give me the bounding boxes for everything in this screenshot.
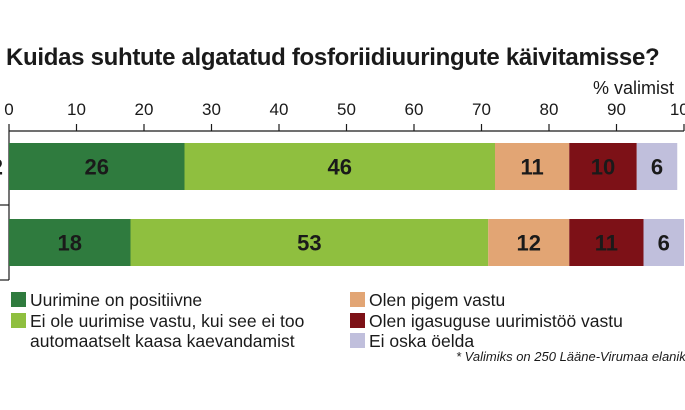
bar-value-label: 6 (658, 231, 670, 256)
bar-segment (488, 219, 570, 266)
x-tick-label: 80 (540, 100, 559, 119)
x-axis-ticks: 0 10 20 30 40 50 60 70 80 90 100 (0, 100, 685, 281)
bar-segment (569, 219, 644, 266)
bar-segment (569, 143, 637, 190)
bar-value-label: 18 (58, 231, 82, 256)
bar-value-label: 10 (591, 155, 615, 180)
bar-value-label: 46 (328, 155, 352, 180)
x-tick-label: 40 (270, 100, 289, 119)
bar-segment (643, 219, 684, 266)
bar-segment (9, 219, 131, 266)
row-labels: 2 (0, 155, 3, 180)
x-tick-label: 60 (405, 100, 424, 119)
bar-value-label: 12 (517, 231, 541, 256)
unit-label: % valimist (593, 78, 675, 98)
x-tick-label: 0 (4, 100, 13, 119)
bar-value-label: 11 (595, 231, 618, 256)
value-labels: 26 46 11 10 6 18 53 12 11 6 (58, 155, 670, 256)
chart-title: Kuidas suhtute algatatud fosforiidiuurin… (6, 44, 660, 71)
x-tick-label: 20 (135, 100, 154, 119)
x-tick-label: 70 (472, 100, 491, 119)
bar-segment (636, 143, 678, 190)
row-label: 2 (0, 155, 3, 180)
x-tick-label: 30 (202, 100, 221, 119)
bar-segment (130, 219, 489, 266)
x-tick-label: 10 (67, 100, 86, 119)
bar-value-label: 11 (520, 155, 543, 180)
bar-segment (495, 143, 570, 190)
x-tick-label: 50 (337, 100, 356, 119)
bar-value-label: 6 (651, 155, 663, 180)
footnote: * Valimiks on 250 Lääne-Virumaa elaniku (456, 349, 685, 364)
x-tick-label: 90 (607, 100, 626, 119)
bar-value-label: 26 (85, 155, 109, 180)
bar-segment (9, 143, 185, 190)
bar-segment (184, 143, 495, 190)
bar-value-label: 53 (297, 231, 321, 256)
bars (9, 143, 684, 266)
x-tick-label: 100 (670, 100, 685, 119)
